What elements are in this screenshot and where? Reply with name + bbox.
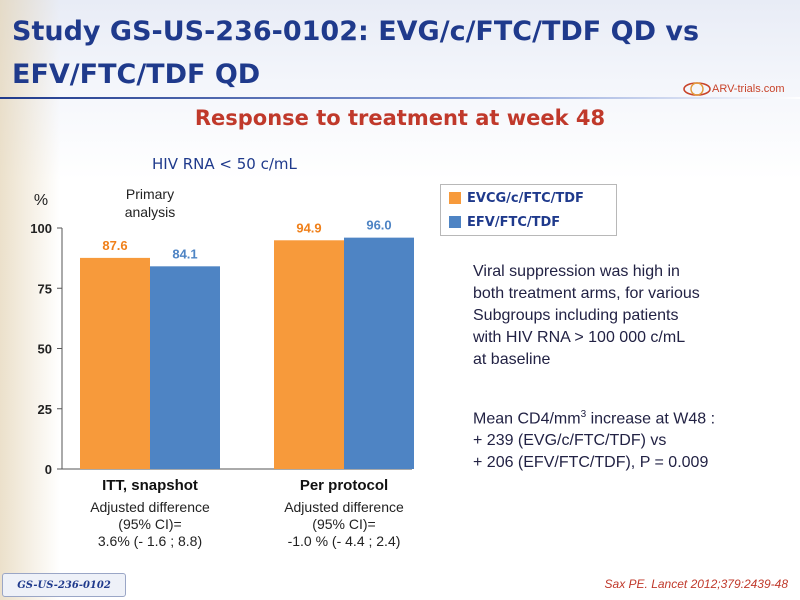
y-tick-label: 25 (38, 402, 52, 417)
bar-value-label: 96.0 (366, 218, 391, 233)
note2-line: Mean CD4/mm3 increase at W48 : (473, 404, 715, 430)
cd4-increase-note: Mean CD4/mm3 increase at W48 : + 239 (EV… (473, 404, 715, 474)
legend-swatch-series-1 (449, 192, 461, 204)
bar-value-label: 84.1 (172, 246, 197, 261)
x-category-label: Per protocol (300, 477, 388, 494)
bar-series-1 (80, 257, 150, 469)
y-axis-label: % (34, 192, 48, 209)
group-note-line: Adjusted difference (284, 499, 404, 515)
note1-line: both treatment arms, for various (473, 285, 700, 302)
bar-value-label: 87.6 (102, 238, 127, 253)
primary-analysis-label: Primary (126, 186, 174, 202)
slide-title: Study GS-US-236-0102: EVG/c/FTC/TDF QD v… (12, 10, 752, 96)
note2-cd4-text: Mean CD4/mm (473, 410, 581, 428)
title-divider (0, 97, 800, 99)
note1-line: Subgroups including patients (473, 307, 679, 324)
note1-line: at baseline (473, 351, 551, 368)
y-tick-label: 50 (38, 342, 52, 357)
y-tick-label: 75 (38, 281, 52, 296)
note2-superscript: 3 (580, 409, 587, 420)
viral-suppression-note: Viral suppression was high in both treat… (473, 261, 700, 371)
bar-series-1 (274, 240, 344, 469)
slide-title-line2: EFV/FTC/TDF QD (12, 59, 261, 90)
logo-text: ARV-trials.com (712, 83, 785, 95)
arv-logo-icon (683, 82, 711, 96)
note2-line: + 239 (EVG/c/FTC/TDF) vs (473, 432, 667, 450)
group-note-line: Adjusted difference (90, 499, 210, 515)
legend-label-series-2: EFV/FTC/TDF (467, 214, 561, 230)
x-category-label: ITT, snapshot (102, 477, 198, 494)
bar-series-2 (150, 266, 220, 469)
left-decoration (0, 0, 60, 600)
note2-line: + 206 (EFV/FTC/TDF), P = 0.009 (473, 454, 709, 472)
slide-title-line1: Study GS-US-236-0102: EVG/c/FTC/TDF QD v… (12, 16, 700, 47)
legend-item-series-2: EFV/FTC/TDF (441, 211, 616, 233)
legend-swatch-series-2 (449, 216, 461, 228)
legend-label-series-1: EVCG/c/FTC/TDF (467, 190, 584, 206)
legend-item-series-1: EVCG/c/FTC/TDF (441, 187, 616, 209)
group-note-line: (95% CI)= (312, 516, 375, 532)
note1-line: with HIV RNA > 100 000 c/mL (473, 329, 686, 346)
study-tag: GS-US-236-0102 (2, 573, 126, 597)
slide-subtitle: Response to treatment at week 48 (194, 106, 606, 130)
y-tick-label: 0 (45, 462, 52, 477)
citation: Sax PE. Lancet 2012;379:2439-48 (604, 577, 788, 591)
chart-legend: EVCG/c/FTC/TDF EFV/FTC/TDF (440, 184, 617, 236)
note1-line: Viral suppression was high in (473, 263, 680, 280)
chart-heading: HIV RNA < 50 c/mL (152, 155, 297, 173)
bar-series-2 (344, 237, 414, 469)
group-note-line: (95% CI)= (118, 516, 181, 532)
arv-trials-logo: ARV-trials.com (682, 80, 785, 98)
primary-analysis-label: analysis (125, 204, 176, 220)
group-note-line: -1.0 % (- 4.4 ; 2.4) (288, 533, 401, 549)
y-tick-label: 100 (30, 221, 52, 236)
note2-cd4-suffix: increase at W48 : (586, 410, 716, 428)
bar-value-label: 94.9 (296, 220, 321, 235)
group-note-line: 3.6% (- 1.6 ; 8.8) (98, 533, 202, 549)
